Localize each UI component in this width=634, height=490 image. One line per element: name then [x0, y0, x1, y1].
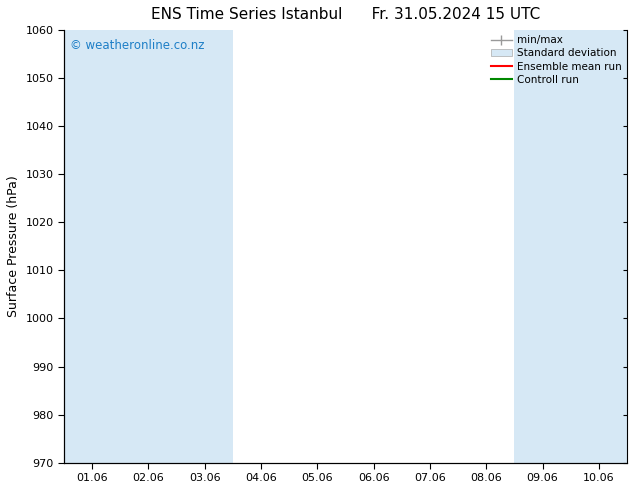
Text: © weatheronline.co.nz: © weatheronline.co.nz [70, 39, 204, 52]
Legend: min/max, Standard deviation, Ensemble mean run, Controll run: min/max, Standard deviation, Ensemble me… [491, 35, 622, 85]
Bar [514, 30, 571, 463]
Title: ENS Time Series Istanbul      Fr. 31.05.2024 15 UTC: ENS Time Series Istanbul Fr. 31.05.2024 … [151, 7, 540, 22]
Bar [571, 30, 627, 463]
Bar [64, 30, 233, 463]
Y-axis label: Surface Pressure (hPa): Surface Pressure (hPa) [7, 175, 20, 317]
